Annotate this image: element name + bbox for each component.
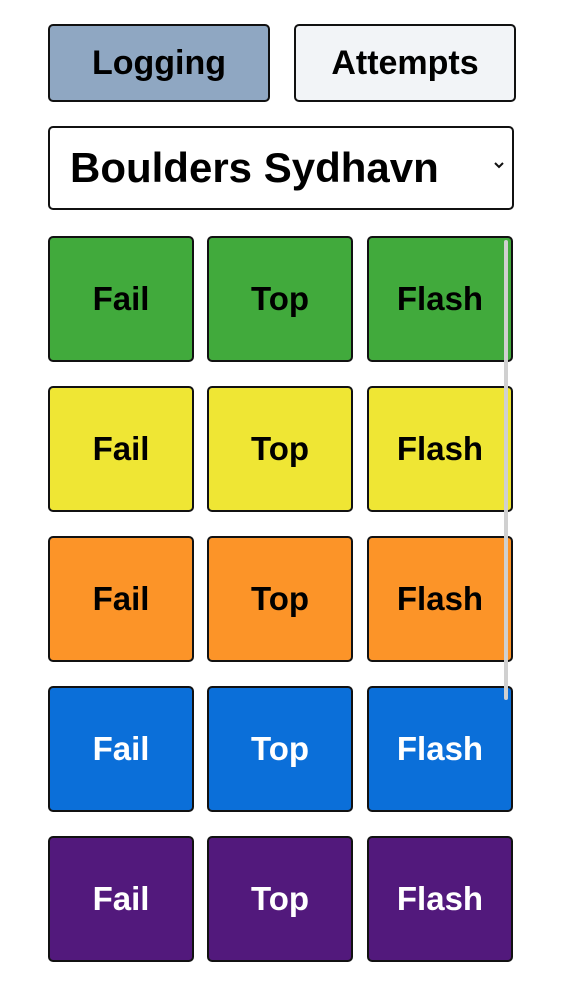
- grade-row: Fail Top Flash: [48, 686, 516, 812]
- gym-select-value: Boulders Sydhavn: [70, 144, 439, 191]
- flash-button[interactable]: Flash: [367, 236, 513, 362]
- fail-button[interactable]: Fail: [48, 836, 194, 962]
- flash-button[interactable]: Flash: [367, 536, 513, 662]
- grade-row: Fail Top Flash: [48, 836, 516, 962]
- flash-button[interactable]: Flash: [367, 686, 513, 812]
- fail-button[interactable]: Fail: [48, 236, 194, 362]
- grade-row: Fail Top Flash: [48, 236, 516, 362]
- tab-attempts[interactable]: Attempts: [294, 24, 516, 102]
- scrollbar[interactable]: [504, 240, 508, 700]
- gym-select[interactable]: Boulders Sydhavn: [48, 126, 514, 210]
- chevron-down-icon: [494, 162, 504, 169]
- grade-row: Fail Top Flash: [48, 386, 516, 512]
- flash-button[interactable]: Flash: [367, 836, 513, 962]
- top-button[interactable]: Top: [207, 386, 353, 512]
- flash-button[interactable]: Flash: [367, 386, 513, 512]
- top-button[interactable]: Top: [207, 536, 353, 662]
- fail-button[interactable]: Fail: [48, 536, 194, 662]
- fail-button[interactable]: Fail: [48, 386, 194, 512]
- top-button[interactable]: Top: [207, 236, 353, 362]
- top-button[interactable]: Top: [207, 836, 353, 962]
- fail-button[interactable]: Fail: [48, 686, 194, 812]
- tab-bar: Logging Attempts: [48, 24, 516, 102]
- grade-row: Fail Top Flash: [48, 536, 516, 662]
- tab-logging[interactable]: Logging: [48, 24, 270, 102]
- top-button[interactable]: Top: [207, 686, 353, 812]
